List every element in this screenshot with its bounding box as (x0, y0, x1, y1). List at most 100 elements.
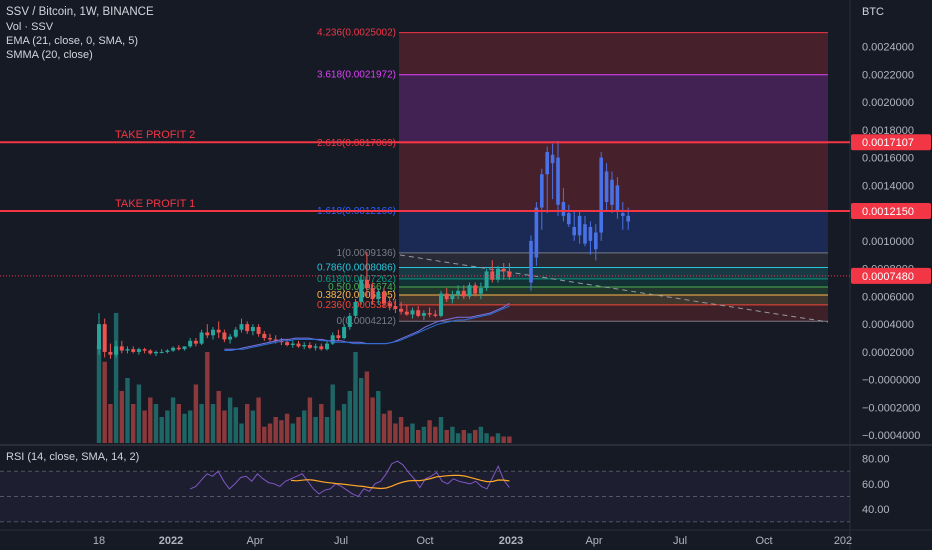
projection-body (615, 185, 620, 211)
volume-bar (376, 391, 381, 443)
ema-legend[interactable]: EMA (21, close, 0, SMA, 5) (6, 35, 139, 47)
price-label-box (851, 203, 931, 220)
candle-body (444, 293, 449, 300)
candle-body (416, 310, 421, 316)
price-label-box (851, 267, 931, 284)
candle-body (421, 313, 426, 316)
volume-bar (273, 417, 278, 443)
volume-bar (387, 410, 392, 443)
volume-bar (108, 404, 113, 443)
time-tick-label: 2022 (159, 535, 183, 547)
projection-body (577, 215, 582, 236)
price-tick-label: −0.0004000 (862, 430, 920, 442)
fib-level-label: 0.382(0.0006105) (317, 290, 396, 301)
volume-bar (227, 397, 233, 443)
candle-body (211, 329, 215, 336)
volume-bar (267, 423, 273, 443)
candle-body (296, 343, 301, 347)
volume-bar (216, 391, 221, 443)
candle-body (245, 324, 250, 332)
volume-bar (113, 313, 119, 443)
candle-body (359, 279, 364, 302)
rsi-tick-label: 80.00 (862, 454, 890, 466)
fib-band (399, 267, 828, 279)
volume-bar (210, 404, 216, 443)
candles (97, 251, 512, 359)
volume-bar (222, 410, 227, 443)
time-tick-label: Apr (246, 535, 263, 547)
fib-band (399, 287, 828, 295)
take-profit-label: TAKE PROFIT 1 (115, 198, 195, 210)
trend-line (399, 254, 829, 323)
price-tick-label: 0.0024000 (862, 42, 914, 54)
volume-bar (438, 417, 444, 443)
volume-bar (467, 433, 472, 443)
candle-body (313, 346, 318, 348)
volume-bar (102, 361, 107, 443)
volume-bar (421, 426, 427, 443)
volume-bar (256, 397, 261, 443)
fib-extension: 4.236(0.0025002) 3.618(0.0021972) 2.618(0.… (317, 28, 829, 327)
volume-bar (205, 352, 210, 443)
candle-body (433, 314, 438, 316)
candle-body (148, 350, 153, 354)
candle-body (404, 311, 409, 315)
price-tick-label: 0.0010000 (862, 236, 914, 248)
candle-body (370, 288, 375, 300)
fib-level-label: 0.786(0.0008086) (317, 262, 396, 273)
volume-bar (119, 391, 124, 443)
volume-bar (393, 423, 398, 443)
time-tick-label: 202 (834, 535, 852, 547)
volume-bar (290, 423, 295, 443)
fib-band (399, 32, 828, 75)
projection-body (604, 171, 609, 203)
price-tick-label: −0.0002000 (862, 402, 920, 414)
price-tick-label: 0.0004000 (862, 319, 914, 331)
candle-body (273, 339, 278, 341)
price-tick-label: 0.0006000 (862, 291, 914, 303)
candle-body (250, 326, 255, 332)
candle-body (182, 346, 187, 350)
volume-bar (347, 391, 352, 443)
candle-body (461, 290, 466, 297)
time-axis-ticks: 18 2022 Apr Jul Oct 2023 Apr Jul Oct 202 (93, 535, 852, 547)
fib-band (399, 294, 828, 305)
candle-body (330, 335, 335, 344)
volume-bar (302, 410, 307, 443)
volume-bar (296, 417, 301, 443)
candle-body (387, 303, 392, 307)
candle-body (222, 332, 227, 340)
volume-bar (96, 345, 102, 443)
candle-body (108, 351, 113, 355)
volume-bar (461, 430, 466, 443)
candle-body (290, 343, 295, 345)
rsi-legend[interactable]: RSI (14, close, SMA, 14, 2) (6, 451, 140, 463)
candle-body (382, 292, 386, 304)
volume-bar (410, 423, 415, 443)
candle-body (376, 292, 381, 300)
time-tick-label: Oct (416, 535, 433, 547)
candle-body (302, 344, 307, 347)
candle-body (154, 351, 158, 354)
candle-body (159, 351, 164, 353)
symbol-legend[interactable]: SSV / Bitcoin, 1W, BINANCE (6, 6, 154, 18)
fib-level-label: 3.618(0.0021972) (317, 70, 396, 81)
candle-body (353, 301, 358, 316)
volume-legend[interactable]: Vol · SSV (6, 21, 54, 33)
candle-body (199, 332, 204, 344)
volume-bar (381, 413, 387, 443)
candle-body (285, 342, 290, 345)
volume-bar (262, 426, 267, 443)
smma-legend[interactable]: SMMA (20, close) (6, 49, 93, 61)
volume-bar (176, 404, 181, 443)
volume-bar (170, 397, 176, 443)
price-tick-label: 0.0018000 (862, 125, 914, 137)
price-tick-label: 0.0002000 (862, 347, 914, 359)
smma-line (224, 305, 510, 351)
projection-body (540, 174, 544, 208)
volume-bar (165, 410, 170, 443)
candle-body (102, 324, 107, 352)
volume-bar (330, 384, 335, 443)
price-tick-label: 0.0016000 (862, 153, 914, 165)
